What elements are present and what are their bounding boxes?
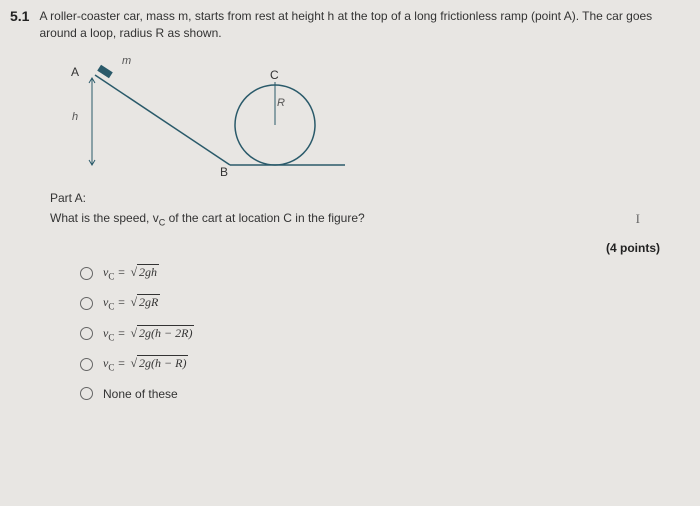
radio-icon[interactable] [80,358,93,371]
option-label: vC = 2gh [103,265,159,281]
option-label: vC = 2g(h − 2R) [103,326,194,342]
question-text: A roller-coaster car, mass m, starts fro… [39,8,690,42]
svg-text:h: h [72,111,78,123]
points-label: (4 points) [10,241,660,255]
option-0[interactable]: vC = 2gh [80,265,690,281]
part-label: Part A: [50,191,690,205]
option-2[interactable]: vC = 2g(h − 2R) [80,326,690,342]
option-label: vC = 2gR [103,295,160,311]
option-label: None of these [103,387,178,401]
svg-text:B: B [220,165,228,179]
question-number: 5.1 [10,8,29,24]
options-list: vC = 2gh vC = 2gR vC = 2g(h − 2R) vC = 2g(h… [80,265,690,401]
svg-text:R: R [277,97,285,109]
diagram: Am h B C R [50,50,690,183]
option-3[interactable]: vC = 2g(h − R) [80,356,690,372]
option-label: vC = 2g(h − R) [103,356,188,372]
svg-text:A: A [71,65,79,79]
svg-text:m: m [122,55,131,67]
option-1[interactable]: vC = 2gR [80,295,690,311]
part-question: What is the speed, vC of the cart at loc… [50,211,365,227]
radio-icon[interactable] [80,387,93,400]
radio-icon[interactable] [80,267,93,280]
option-4[interactable]: None of these [80,387,690,401]
radio-icon[interactable] [80,327,93,340]
text-cursor: I [636,211,640,227]
svg-text:C: C [270,68,279,82]
radio-icon[interactable] [80,297,93,310]
